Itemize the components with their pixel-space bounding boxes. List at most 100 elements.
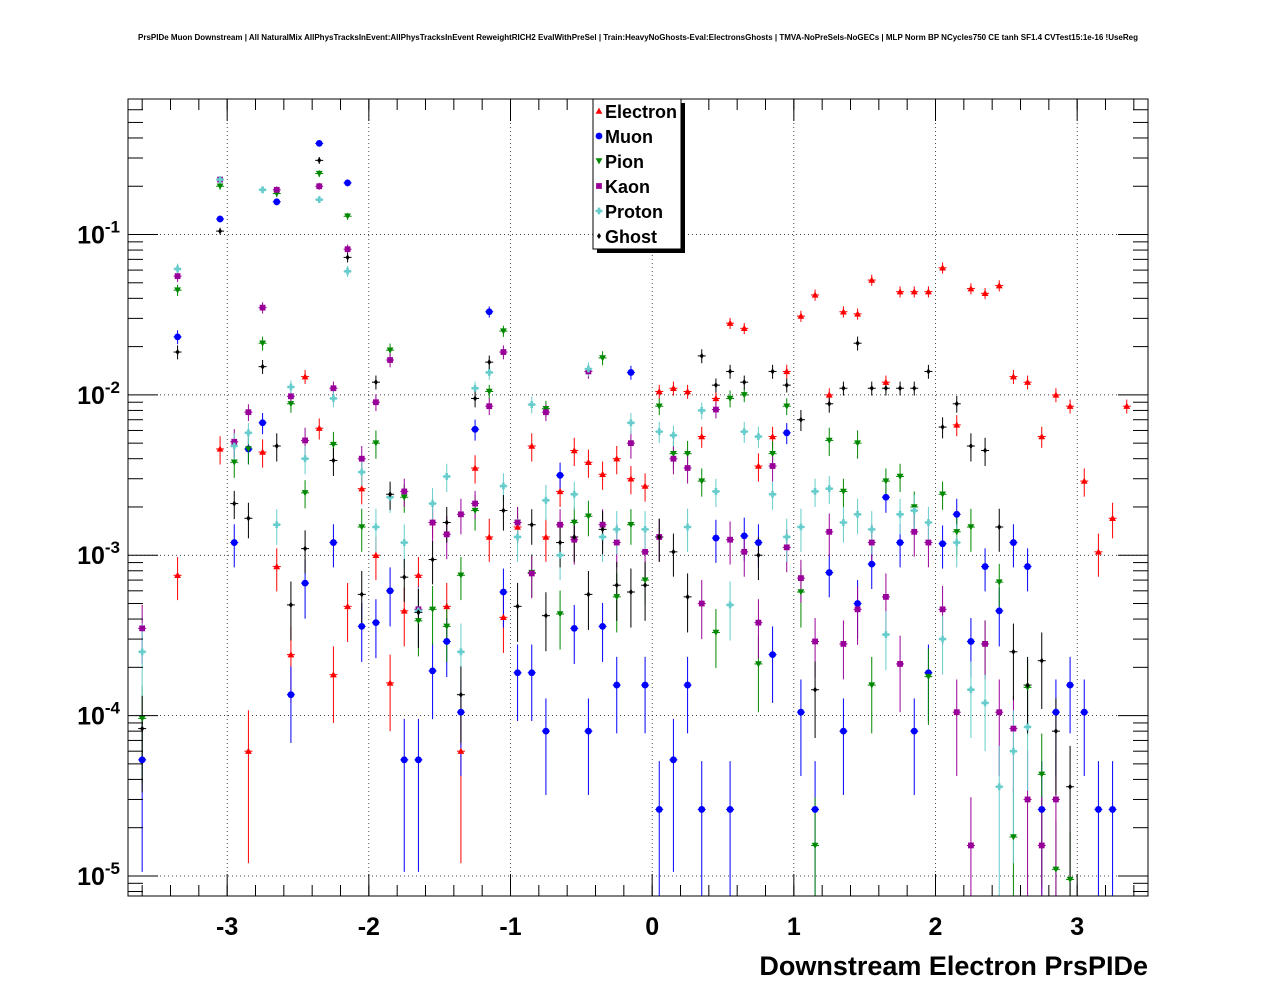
muon-point	[485, 308, 493, 316]
muon-point	[684, 681, 691, 689]
muon-point	[514, 669, 521, 677]
ghost-point	[140, 725, 145, 732]
legend-label-ghost: Ghost	[605, 227, 657, 247]
muon-point	[769, 651, 776, 659]
legend-marker-pion	[595, 158, 603, 165]
muon-point	[1080, 708, 1088, 716]
muon-point	[570, 624, 578, 632]
pion-point	[868, 682, 876, 689]
ghost-point	[558, 539, 563, 546]
electron-point	[358, 485, 366, 492]
kaon-point	[443, 531, 450, 538]
kaon-point	[245, 409, 252, 416]
proton-point	[882, 631, 890, 638]
kaon-point	[741, 548, 748, 555]
ghost-point	[1025, 682, 1030, 689]
pion-point	[330, 441, 337, 448]
ghost-point	[175, 348, 180, 356]
pion-point	[471, 507, 479, 514]
kaon-point	[727, 536, 733, 543]
electron-point	[854, 310, 861, 317]
kaon-point	[288, 393, 294, 400]
muon-point	[259, 419, 266, 427]
muon-point	[726, 806, 734, 813]
ghost-point	[898, 385, 903, 392]
pion-point	[415, 618, 422, 625]
proton-point	[627, 419, 635, 427]
ghost-point	[671, 548, 676, 555]
ghost-point	[968, 442, 973, 450]
pion-point	[726, 395, 734, 402]
electron-point	[400, 607, 408, 614]
y-tick-label: 10-4	[77, 699, 120, 731]
proton-point	[443, 473, 451, 480]
muon-point	[868, 560, 876, 568]
electron-point	[500, 613, 507, 621]
electron-point	[485, 533, 493, 540]
ghost-point	[402, 574, 407, 581]
muon-point	[1038, 806, 1046, 813]
muon-point	[542, 727, 550, 735]
ghost-point	[1011, 648, 1016, 655]
kaon-point	[798, 575, 804, 582]
muon-point	[797, 708, 805, 716]
proton-point	[174, 265, 181, 273]
proton-point	[1010, 747, 1017, 755]
muon-point	[783, 429, 791, 437]
muon-point	[1052, 708, 1060, 716]
error-bars	[138, 140, 1131, 896]
muon-point	[995, 607, 1003, 615]
kaon-point	[982, 641, 988, 647]
pion-point	[712, 629, 720, 636]
pion-point	[259, 340, 266, 347]
proton-point	[925, 519, 932, 526]
axes: -3 -2 -1 0 1 2 3 10-5 10-4 10-3 10-2 10-1	[77, 99, 1148, 941]
pion-point	[315, 170, 323, 177]
muon-point	[372, 619, 380, 627]
pion-point	[457, 572, 465, 579]
muon-point	[811, 806, 819, 813]
pion-point	[230, 459, 238, 466]
pion-point	[698, 478, 706, 485]
y-tick-label: 10-1	[77, 218, 120, 250]
proton-point	[599, 533, 606, 541]
muon-point	[967, 638, 975, 645]
proton-point	[670, 431, 677, 439]
kaon-point	[139, 625, 146, 632]
pion-point	[896, 473, 904, 480]
electron-point	[570, 447, 578, 454]
ghost-point	[713, 382, 718, 389]
ghost-point	[1068, 783, 1073, 790]
muon-point	[641, 681, 649, 689]
muon-point	[840, 727, 847, 735]
proton-point	[358, 468, 366, 476]
kaon-point	[273, 186, 280, 193]
kaon-point	[528, 570, 535, 577]
chart-title: PrsPIDe Muon Downstream | All NaturalMix…	[138, 33, 1138, 42]
pion-point	[755, 661, 762, 668]
muon-point	[400, 756, 408, 764]
pion-point	[344, 213, 351, 220]
electron-point	[896, 288, 904, 295]
ghost-point	[543, 612, 548, 619]
muon-point	[1010, 539, 1017, 546]
electron-point	[797, 312, 805, 319]
proton-point	[769, 490, 776, 498]
kaon-point	[911, 528, 918, 535]
muon-point	[882, 493, 890, 501]
legend-label-kaon: Kaon	[605, 177, 650, 197]
pion-point	[301, 490, 309, 497]
x-axis-label: Downstream Electron PrsPIDe	[759, 951, 1148, 981]
ghost-point	[855, 340, 860, 347]
pion-point	[967, 524, 975, 531]
ghost-point	[813, 686, 818, 693]
muon-point	[670, 756, 677, 764]
electron-point	[684, 388, 691, 395]
electron-point	[1038, 433, 1046, 440]
pion-point	[429, 606, 436, 613]
proton-point	[854, 510, 861, 518]
kaon-point	[897, 661, 903, 667]
muon-point	[655, 806, 663, 813]
proton-point	[273, 521, 281, 529]
